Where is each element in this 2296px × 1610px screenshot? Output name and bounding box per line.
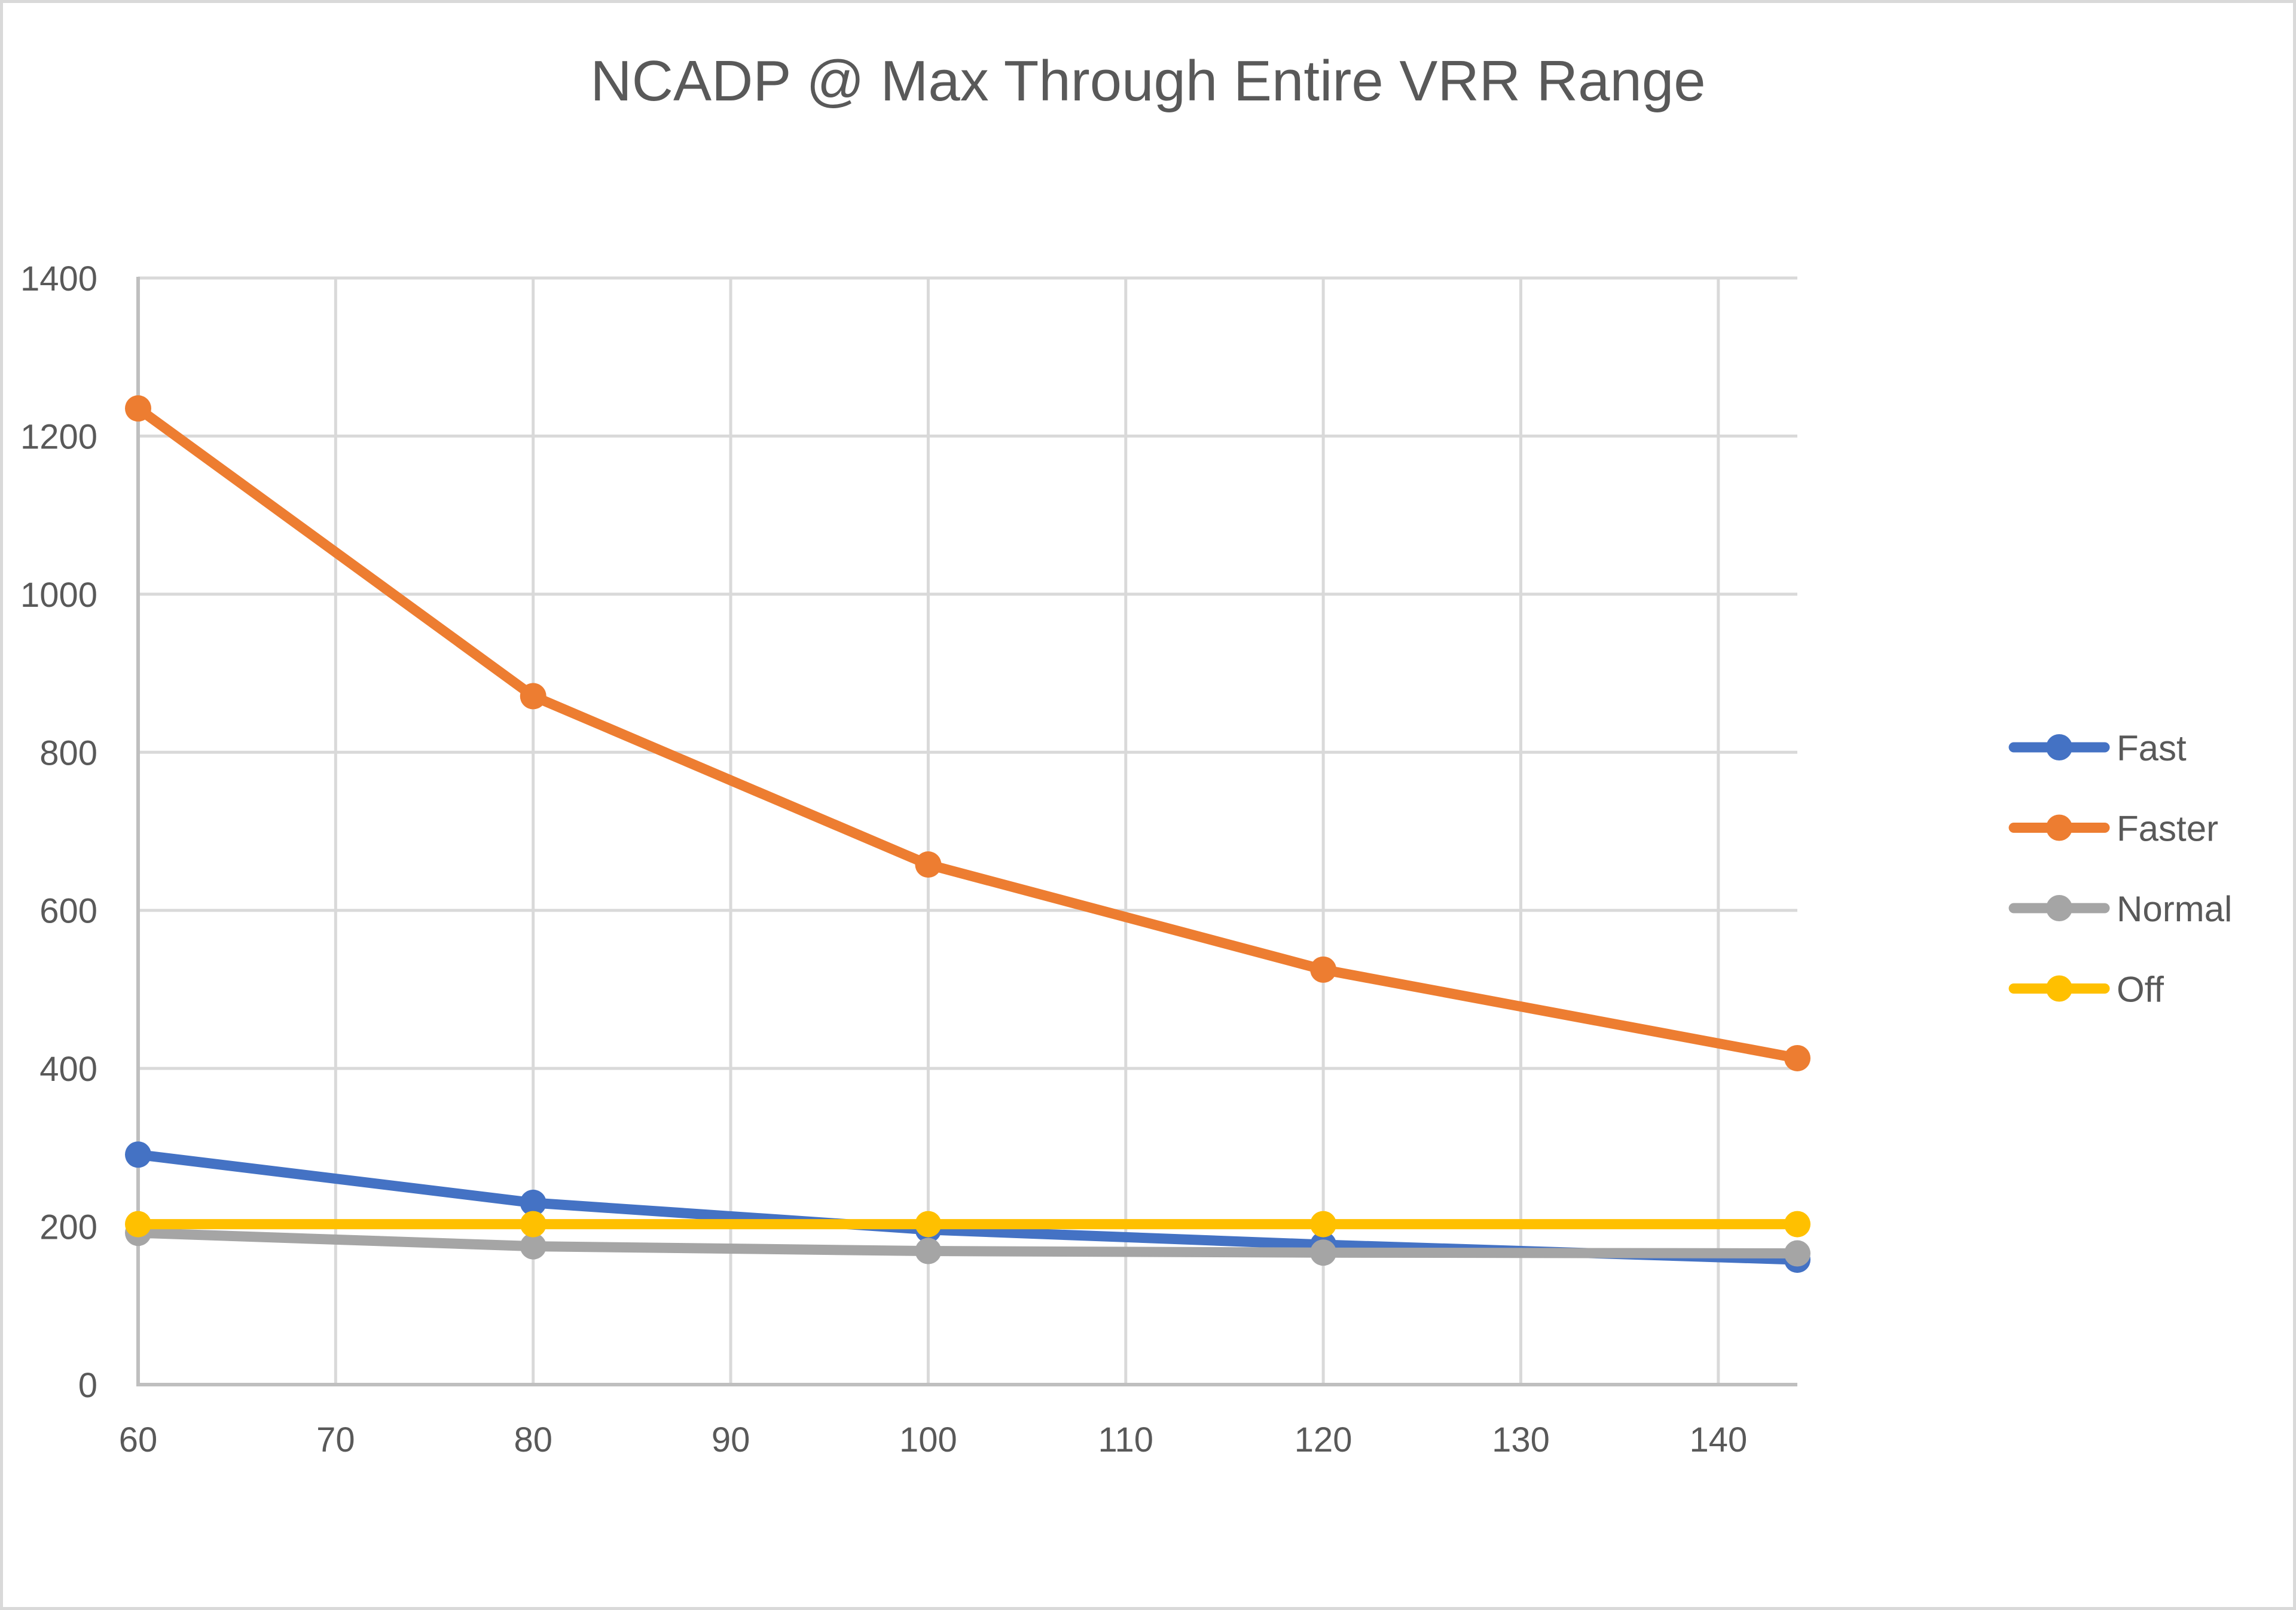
data-point xyxy=(125,395,151,422)
legend-item-off: Off xyxy=(2008,970,2164,1010)
data-point xyxy=(520,1211,546,1238)
data-point xyxy=(915,1211,942,1238)
y-tick-label: 1400 xyxy=(20,259,97,298)
legend: Fast Faster Normal Off xyxy=(2008,728,2232,1010)
data-point xyxy=(125,1211,151,1238)
legend-label: Off xyxy=(2117,970,2164,1010)
legend-item-normal: Normal xyxy=(2008,889,2232,929)
x-tick-label: 110 xyxy=(1098,1420,1153,1459)
legend-point-marker xyxy=(2046,895,2072,921)
series-lines xyxy=(125,395,1810,1273)
y-axis-tick-labels: 0 200 400 600 800 1000 1200 1400 xyxy=(20,259,97,1405)
x-tick-label: 140 xyxy=(1689,1420,1747,1459)
y-tick-label: 1200 xyxy=(20,417,97,456)
y-tick-label: 800 xyxy=(39,734,97,772)
y-tick-label: 400 xyxy=(39,1050,97,1089)
legend-item-fast: Fast xyxy=(2008,728,2187,768)
x-axis-tick-labels: 60 70 80 90 100 110 120 130 140 xyxy=(119,1420,1748,1459)
data-point xyxy=(1310,956,1337,983)
y-tick-label: 1000 xyxy=(20,576,97,615)
data-point xyxy=(915,851,942,878)
legend-point-marker xyxy=(2046,734,2072,760)
y-gridlines xyxy=(138,276,1797,1229)
legend-label: Faster xyxy=(2117,809,2218,849)
legend-label: Fast xyxy=(2117,728,2187,768)
data-point xyxy=(520,1233,546,1260)
x-tick-label: 80 xyxy=(514,1420,552,1459)
legend-item-faster: Faster xyxy=(2008,809,2218,849)
data-point xyxy=(125,1141,151,1168)
data-point xyxy=(1784,1211,1810,1238)
axes xyxy=(136,277,1797,1386)
data-point xyxy=(520,1189,546,1216)
chart-title: NCADP @ Max Through Entire VRR Range xyxy=(590,49,1705,113)
legend-point-marker xyxy=(2046,814,2072,841)
legend-label: Normal xyxy=(2117,889,2232,929)
series-off xyxy=(125,1211,1810,1238)
data-point xyxy=(1310,1239,1337,1266)
data-point xyxy=(1784,1044,1810,1071)
x-tick-label: 100 xyxy=(899,1420,957,1459)
y-tick-label: 600 xyxy=(39,892,97,931)
data-point xyxy=(1784,1240,1810,1267)
x-tick-label: 60 xyxy=(119,1420,158,1459)
data-point xyxy=(915,1238,942,1264)
series-faster xyxy=(125,395,1810,1071)
x-tick-label: 90 xyxy=(712,1420,750,1459)
series-line xyxy=(133,403,1803,1064)
x-tick-label: 120 xyxy=(1294,1420,1352,1459)
y-tick-label: 200 xyxy=(39,1208,97,1247)
data-point xyxy=(1310,1211,1337,1238)
y-tick-label: 0 xyxy=(78,1366,97,1405)
data-point xyxy=(520,683,546,710)
legend-point-marker xyxy=(2046,975,2072,1002)
x-tick-label: 70 xyxy=(316,1420,355,1459)
x-tick-label: 130 xyxy=(1492,1420,1550,1459)
